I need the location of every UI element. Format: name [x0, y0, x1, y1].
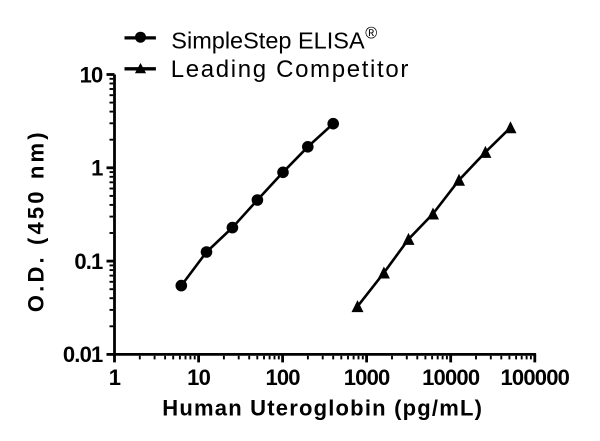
svg-text:100000: 100000	[500, 365, 569, 390]
svg-text:100: 100	[265, 365, 300, 390]
svg-text:0.1: 0.1	[74, 249, 103, 274]
svg-text:0.01: 0.01	[63, 342, 103, 367]
svg-text:SimpleStep ELISA®: SimpleStep ELISA®	[171, 25, 377, 54]
svg-text:Leading Competitor: Leading Competitor	[171, 56, 410, 83]
svg-text:O.D. (450 nm): O.D. (450 nm)	[24, 129, 49, 312]
svg-text:1: 1	[91, 156, 103, 181]
svg-text:10000: 10000	[422, 365, 480, 390]
svg-text:10: 10	[80, 62, 103, 87]
svg-text:1: 1	[109, 365, 121, 390]
svg-text:Human Uteroglobin (pg/mL): Human Uteroglobin (pg/mL)	[162, 396, 483, 421]
svg-text:10: 10	[187, 365, 210, 390]
svg-text:1000: 1000	[344, 365, 390, 390]
